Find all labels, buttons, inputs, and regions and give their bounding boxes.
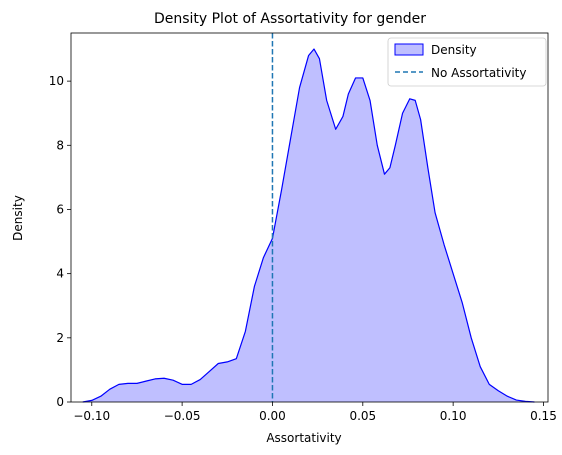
density-line (82, 48, 535, 403)
x-tick-label: 0.15 (530, 409, 557, 423)
chart-title: Density Plot of Assortativity for gender (154, 11, 426, 27)
y-axis-label: Density (11, 195, 25, 241)
density-area (82, 49, 535, 402)
x-tick-label: 0.00 (259, 409, 286, 423)
legend: Density No Assortativity (387, 37, 547, 87)
y-tick-label: 2 (56, 331, 64, 345)
x-tick-label: −0.10 (73, 409, 110, 423)
legend-density-swatch (394, 43, 424, 56)
legend-reference-label: No Assortativity (431, 66, 526, 80)
y-tick-label: 4 (56, 267, 64, 281)
y-tick-label: 10 (49, 74, 64, 88)
y-tick-label: 6 (56, 202, 64, 216)
x-axis-ticks: −0.10 −0.05 0.00 0.05 0.10 0.15 (73, 402, 557, 423)
x-tick-label: 0.05 (349, 409, 376, 423)
legend-density-label: Density (431, 43, 477, 57)
axes-frame (70, 32, 549, 403)
y-tick-label: 0 (56, 395, 64, 409)
x-tick-label: 0.10 (440, 409, 467, 423)
y-axis-ticks: 0 2 4 6 8 10 (49, 74, 71, 409)
plot-area (82, 33, 535, 403)
x-tick-label: −0.05 (164, 409, 201, 423)
legend-box (387, 37, 547, 87)
x-axis-label: Assortativity (266, 431, 341, 445)
y-tick-label: 8 (56, 138, 64, 152)
